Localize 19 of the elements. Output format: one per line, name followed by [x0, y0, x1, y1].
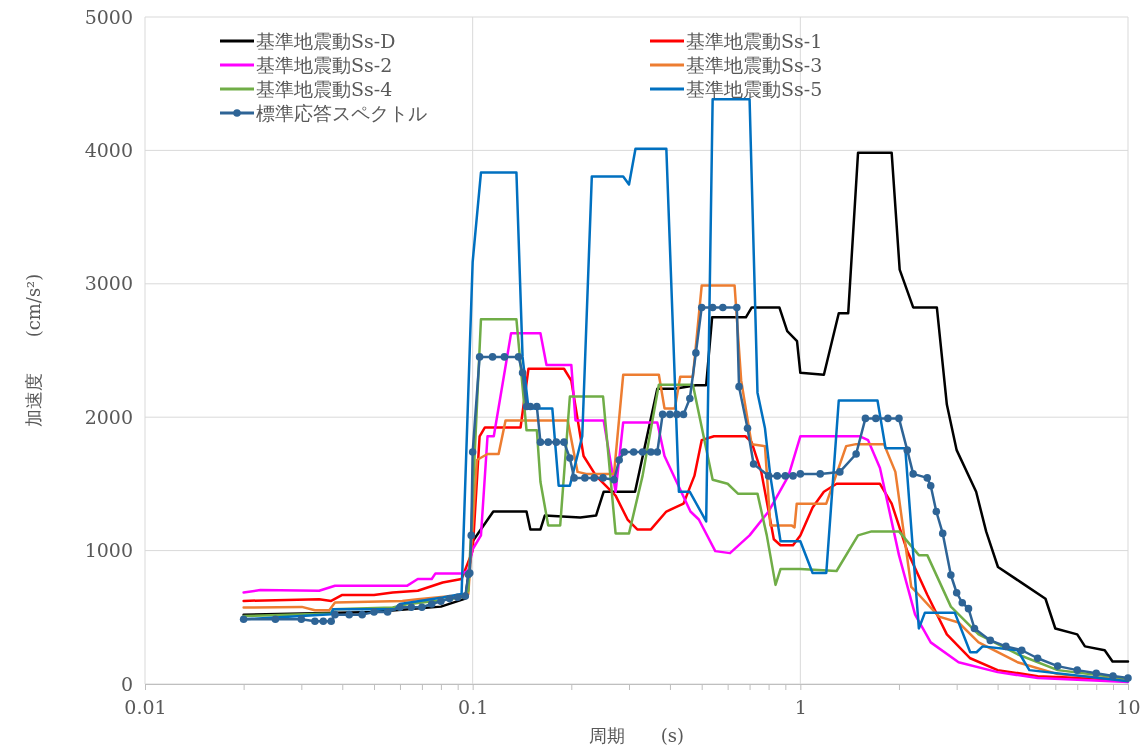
- y-tick-label: 3000: [84, 272, 133, 295]
- y-tick-label: 1000: [84, 539, 133, 562]
- y-tick-label: 5000: [84, 5, 133, 28]
- y-tick-label: 0: [120, 672, 133, 695]
- legend-label: 基準地震動Ss-3: [686, 53, 823, 76]
- legend-label: 基準地震動Ss-4: [256, 77, 393, 100]
- x-tick-label: 0.1: [458, 695, 489, 718]
- x-axis-title: 周期 (s): [588, 725, 685, 746]
- legend-label: 基準地震動Ss-2: [256, 53, 393, 76]
- legend-label: 基準地震動Ss-D: [256, 29, 396, 52]
- x-tick-label: 1: [794, 695, 807, 718]
- legend-label: 基準地震動Ss-1: [686, 29, 823, 52]
- y-tick-label: 2000: [84, 405, 133, 428]
- x-tick-label: 10: [1116, 695, 1141, 718]
- legend-label: 基準地震動Ss-5: [686, 77, 823, 100]
- x-tick-label: 0.01: [124, 695, 167, 718]
- y-tick-label: 4000: [84, 138, 133, 161]
- y-axis-title: 加速度 (cm/s²): [23, 273, 44, 428]
- legend-label: 標準応答スペクトル: [256, 101, 427, 124]
